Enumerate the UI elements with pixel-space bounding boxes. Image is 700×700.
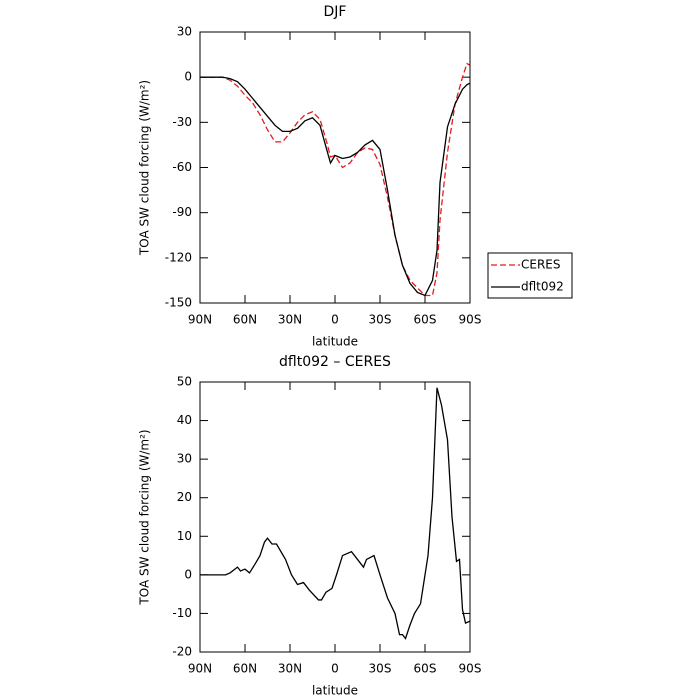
y-tick-label: -20 (172, 645, 192, 659)
x-tick-label: 90S (459, 313, 482, 327)
data-line (200, 387, 471, 640)
y-tick-label: 20 (177, 490, 192, 504)
plot-frame (199, 381, 471, 653)
x-tick-label: 30N (278, 313, 302, 327)
x-tick-label: 60N (233, 313, 257, 327)
data-line (200, 76, 471, 297)
y-tick-label: -120 (165, 250, 192, 264)
y-axis-label: TOA SW cloud forcing (W/m²) (138, 80, 152, 256)
y-tick-label: 50 (177, 375, 192, 389)
plot-frame (199, 31, 471, 304)
x-tick-label: 90S (459, 662, 482, 676)
y-tick-label: 40 (177, 413, 192, 427)
y-tick-label: -10 (172, 606, 192, 620)
y-tick-label: 30 (177, 452, 192, 466)
x-tick-label: 30N (278, 662, 302, 676)
chart-title: dflt092 – CERES (279, 354, 391, 370)
y-tick-label: 10 (177, 529, 192, 543)
x-axis-label: latitude (312, 684, 358, 698)
x-tick-label: 60S (414, 313, 437, 327)
legend-box (487, 252, 573, 299)
y-tick-label: -90 (172, 205, 192, 219)
y-tick-label: 0 (184, 70, 192, 84)
x-axis-label: latitude (312, 335, 358, 349)
legend-label: dflt092 (521, 280, 564, 294)
y-axis-label: TOA SW cloud forcing (W/m²) (138, 429, 152, 605)
y-tick-label: 0 (184, 567, 192, 581)
x-tick-label: 0 (331, 662, 339, 676)
data-line (200, 62, 471, 297)
y-tick-label: -150 (165, 296, 192, 310)
y-tick-label: -30 (172, 115, 192, 129)
x-tick-label: 90N (188, 662, 212, 676)
x-tick-label: 60S (414, 662, 437, 676)
y-tick-label: 30 (177, 25, 192, 39)
x-tick-label: 60N (233, 662, 257, 676)
chart-title: DJF (324, 4, 347, 20)
x-tick-label: 30S (369, 662, 392, 676)
x-tick-label: 90N (188, 313, 212, 327)
legend-label: CERES (521, 258, 561, 272)
x-tick-label: 30S (369, 313, 392, 327)
x-tick-label: 0 (331, 313, 339, 327)
y-tick-label: -60 (172, 160, 192, 174)
